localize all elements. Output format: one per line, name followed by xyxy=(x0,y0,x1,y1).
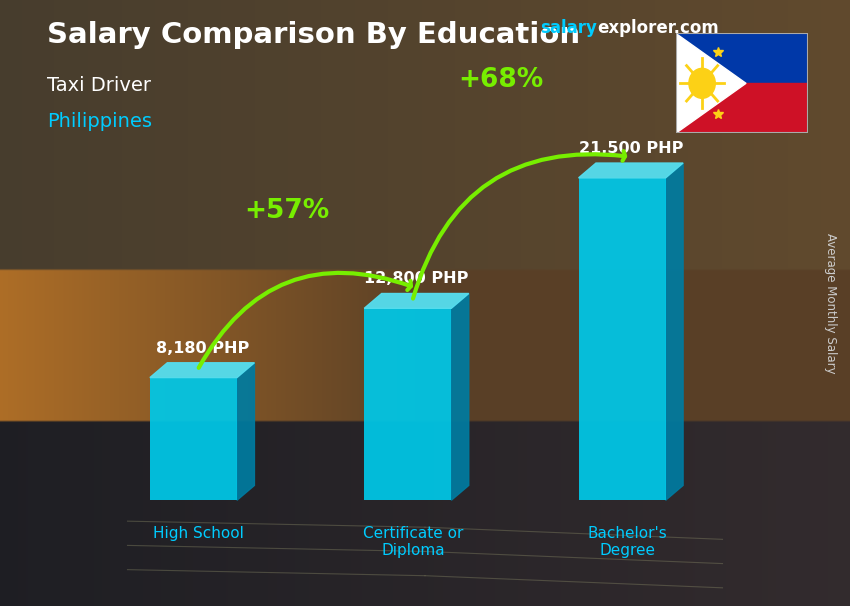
Bar xyxy=(150,378,237,500)
Text: Bachelor's
Degree: Bachelor's Degree xyxy=(587,525,667,558)
Text: 21,500 PHP: 21,500 PHP xyxy=(579,141,683,156)
Polygon shape xyxy=(364,293,468,308)
Circle shape xyxy=(696,76,708,90)
Polygon shape xyxy=(150,363,254,378)
Bar xyxy=(0,406,850,497)
Text: +68%: +68% xyxy=(458,67,544,93)
Bar xyxy=(676,83,807,133)
Text: salary: salary xyxy=(540,19,597,38)
Polygon shape xyxy=(676,33,746,133)
Circle shape xyxy=(688,68,715,98)
Text: Taxi Driver: Taxi Driver xyxy=(47,76,150,95)
Bar xyxy=(676,33,807,83)
Polygon shape xyxy=(451,293,468,500)
Text: 12,800 PHP: 12,800 PHP xyxy=(365,271,468,287)
Bar xyxy=(0,497,850,606)
Polygon shape xyxy=(579,163,683,178)
Bar xyxy=(579,178,666,500)
Polygon shape xyxy=(237,363,254,500)
Text: +57%: +57% xyxy=(244,198,329,224)
Text: Average Monthly Salary: Average Monthly Salary xyxy=(824,233,837,373)
Polygon shape xyxy=(666,163,683,500)
Text: explorer.com: explorer.com xyxy=(598,19,719,38)
Text: Salary Comparison By Education: Salary Comparison By Education xyxy=(47,21,580,49)
Bar xyxy=(364,308,451,500)
Text: Certificate or
Diploma: Certificate or Diploma xyxy=(363,525,463,558)
Text: Philippines: Philippines xyxy=(47,112,152,131)
Text: 8,180 PHP: 8,180 PHP xyxy=(156,341,249,356)
Text: High School: High School xyxy=(153,525,244,541)
